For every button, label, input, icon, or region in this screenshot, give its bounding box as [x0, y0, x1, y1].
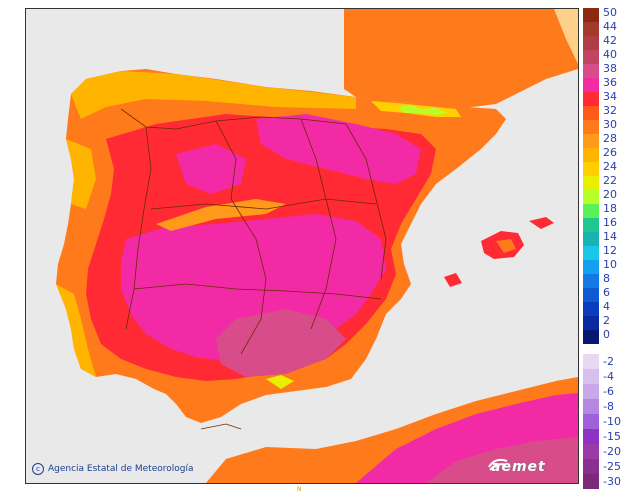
- legend-label: -8: [603, 400, 614, 413]
- legend-swatch: [583, 8, 599, 22]
- legend-label: 18: [603, 202, 617, 215]
- legend-swatch: [583, 190, 599, 204]
- very-hot-zone-duero: [176, 144, 246, 194]
- legend-swatch: [583, 429, 599, 444]
- legend-label: 38: [603, 62, 617, 75]
- legend-swatch: [583, 330, 599, 344]
- legend-label: 28: [603, 132, 617, 145]
- legend-label: 24: [603, 160, 617, 173]
- very-hot-zone-ebro: [256, 114, 421, 184]
- legend-label: -2: [603, 355, 614, 368]
- legend-label: 14: [603, 230, 617, 243]
- legend-label: 36: [603, 76, 617, 89]
- legend-swatch: [583, 218, 599, 232]
- border-east: [300, 118, 337, 330]
- temperature-map: c Agencia Estatal de Meteorología aemet: [25, 8, 579, 484]
- legend-swatch: [583, 274, 599, 288]
- france-area: [344, 9, 578, 109]
- legend-label: 34: [603, 90, 617, 103]
- legend-swatch: [583, 369, 599, 384]
- border-andalucia: [133, 283, 382, 300]
- temperature-legend: 50 44 42 40 38 36 34 32 30 28 26 24 22 20 18 16 14 12 10 8 6…: [583, 6, 627, 489]
- legend-swatch: [583, 148, 599, 162]
- logo-text: aemet: [491, 459, 546, 475]
- legend-label: -4: [603, 370, 614, 383]
- central-system-band: [156, 199, 286, 231]
- strait-border: [200, 423, 242, 430]
- legend-label: 40: [603, 48, 617, 61]
- legend-swatch: [583, 50, 599, 64]
- legend-swatch: [583, 106, 599, 120]
- france-cool-east: [554, 9, 578, 64]
- legend-swatch: [583, 288, 599, 302]
- legend-label: 6: [603, 286, 610, 299]
- legend-swatch: [583, 64, 599, 78]
- island-menorca: [529, 217, 554, 229]
- southwest-coast-band: [56, 284, 96, 377]
- legend-label: -6: [603, 385, 614, 398]
- legend-label: 22: [603, 174, 617, 187]
- legend-label: -15: [603, 430, 621, 443]
- copyright-icon: c: [32, 463, 44, 475]
- legend-swatch: [583, 384, 599, 399]
- credit-text: Agencia Estatal de Meteorología: [48, 464, 194, 474]
- legend-swatch: [583, 316, 599, 330]
- legend-swatch: [583, 302, 599, 316]
- island-ibiza: [444, 273, 462, 287]
- pyrenees-peaks: [398, 105, 448, 115]
- legend-label: 2: [603, 314, 610, 327]
- aemet-swirl-icon: [488, 458, 508, 471]
- border-levante: [345, 123, 387, 280]
- iberia-map-graphic: [26, 9, 578, 483]
- border-castilla: [150, 198, 377, 210]
- legend-label: 8: [603, 272, 610, 285]
- north-coast-band: [71, 71, 356, 119]
- aemet-logo: aemet: [487, 457, 573, 477]
- legend-swatch: [583, 459, 599, 474]
- legend-swatch: [583, 354, 599, 369]
- legend-swatch: [583, 260, 599, 274]
- legend-swatch: [583, 414, 599, 429]
- map-credit: c Agencia Estatal de Meteorología: [32, 463, 194, 475]
- legend-label: 20: [603, 188, 617, 201]
- legend-swatch: [583, 246, 599, 260]
- legend-swatch: [583, 134, 599, 148]
- legend-swatch: [583, 444, 599, 459]
- legend-label: 30: [603, 118, 617, 131]
- legend-swatch: [583, 92, 599, 106]
- legend-label: -20: [603, 445, 621, 458]
- legend-label: 44: [603, 20, 617, 33]
- legend-swatch: [583, 120, 599, 134]
- legend-label: 42: [603, 34, 617, 47]
- legend-swatch: [583, 78, 599, 92]
- legend-label: -25: [603, 460, 621, 473]
- sierra-nevada-peaks: [266, 375, 294, 389]
- island-mallorca-interior: [496, 239, 516, 253]
- legend-label: 50: [603, 6, 617, 19]
- border-central: [215, 120, 267, 355]
- legend-swatch: [583, 176, 599, 190]
- legend-label: 4: [603, 300, 610, 313]
- legend-label: 16: [603, 216, 617, 229]
- legend-label: -10: [603, 415, 621, 428]
- legend-label: 10: [603, 258, 617, 271]
- legend-swatch: [583, 474, 599, 489]
- north-marker: N: [297, 486, 302, 493]
- legend-swatch: [583, 399, 599, 414]
- border-portugal: [125, 126, 152, 330]
- legend-swatch: [583, 36, 599, 50]
- legend-label: 32: [603, 104, 617, 117]
- legend-swatch: [583, 204, 599, 218]
- legend-label: 12: [603, 244, 617, 257]
- legend-swatch: [583, 22, 599, 36]
- legend-label: 0: [603, 328, 610, 341]
- legend-swatch: [583, 232, 599, 246]
- west-coast-band: [66, 139, 96, 209]
- legend-label: 26: [603, 146, 617, 159]
- extreme-zone-guadalquivir: [216, 309, 346, 377]
- region-borders: [120, 108, 387, 355]
- legend-swatch: [583, 162, 599, 176]
- legend-label: -30: [603, 475, 621, 488]
